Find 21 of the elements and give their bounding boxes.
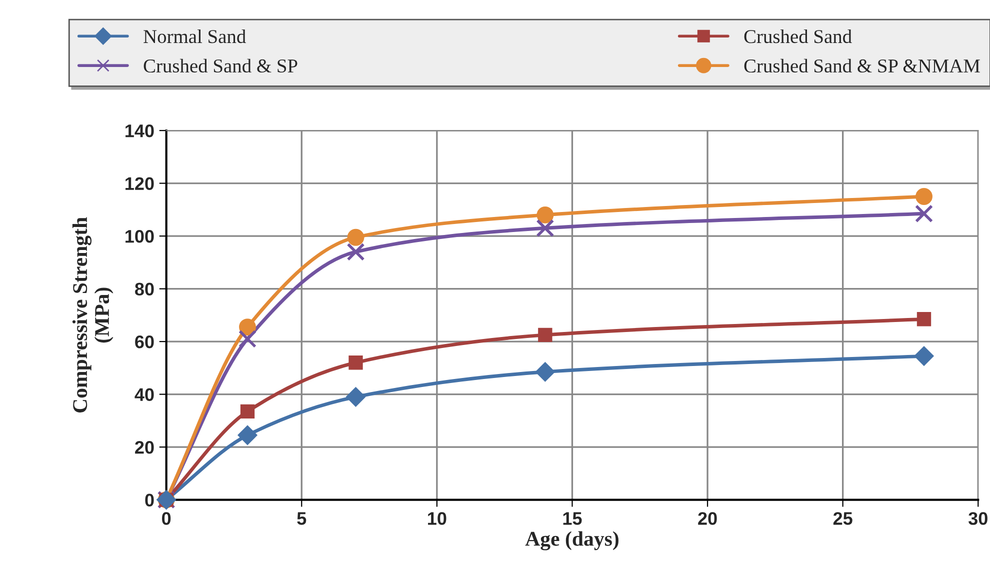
x-tick-label: 0 (162, 512, 171, 525)
y-tick-label: 0 (145, 494, 154, 507)
x-tick-label: 25 (833, 512, 852, 525)
y-tick-label: 40 (134, 388, 154, 402)
y-tick-label: 80 (135, 282, 154, 296)
legend-label: Crushed Sand (744, 29, 852, 44)
legend-label: Normal Sand (144, 29, 246, 44)
y-tick-label: 100 (126, 230, 154, 243)
legend-label: Crushed Sand & SP (144, 58, 298, 73)
y-tick-label: 140 (126, 124, 154, 138)
y-tick-label: 20 (135, 440, 154, 454)
x-tick-label: 15 (563, 512, 582, 525)
x-tick-label: 5 (297, 512, 306, 525)
x-tick-label: 20 (698, 512, 717, 525)
x-axis-title: Age (days) (525, 531, 618, 550)
y-axis-title: Compressive Strength (MPa) (72, 217, 114, 412)
y-tick-label: 120 (126, 177, 154, 190)
x-tick-label: 30 (968, 512, 988, 525)
x-tick-label: 10 (428, 512, 446, 525)
legend-label: Crushed Sand & SP &NMAM (744, 58, 980, 73)
y-tick-label: 60 (135, 335, 154, 348)
